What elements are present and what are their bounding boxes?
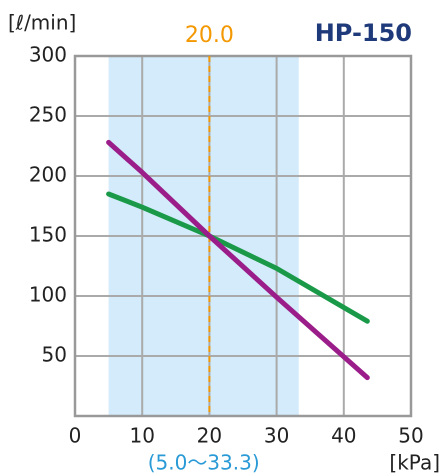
chart-title: HP-150 bbox=[315, 19, 412, 47]
y-axis-label: [ℓ/min] bbox=[8, 11, 76, 35]
y-tick-label: 50 bbox=[42, 343, 67, 367]
y-tick-label: 200 bbox=[29, 163, 67, 187]
x-tick-label: 50 bbox=[398, 424, 423, 448]
x-axis-label: [kPa] bbox=[389, 451, 440, 475]
y-tick-label: 100 bbox=[29, 283, 67, 307]
series-line bbox=[106, 139, 370, 381]
y-tick-label: 250 bbox=[29, 103, 67, 127]
plot-frame bbox=[73, 54, 413, 418]
x-tick-label: 10 bbox=[129, 424, 154, 448]
x-tick-label: 40 bbox=[331, 424, 356, 448]
y-tick-label: 300 bbox=[29, 43, 67, 67]
x-tick-label: 30 bbox=[264, 424, 289, 448]
x-tick-label: 20 bbox=[197, 424, 222, 448]
x-tick-label: 0 bbox=[69, 424, 82, 448]
range-label: (5.0〜33.3) bbox=[148, 451, 260, 475]
reference-label: 20.0 bbox=[185, 23, 234, 48]
y-tick-label: 150 bbox=[29, 223, 67, 247]
